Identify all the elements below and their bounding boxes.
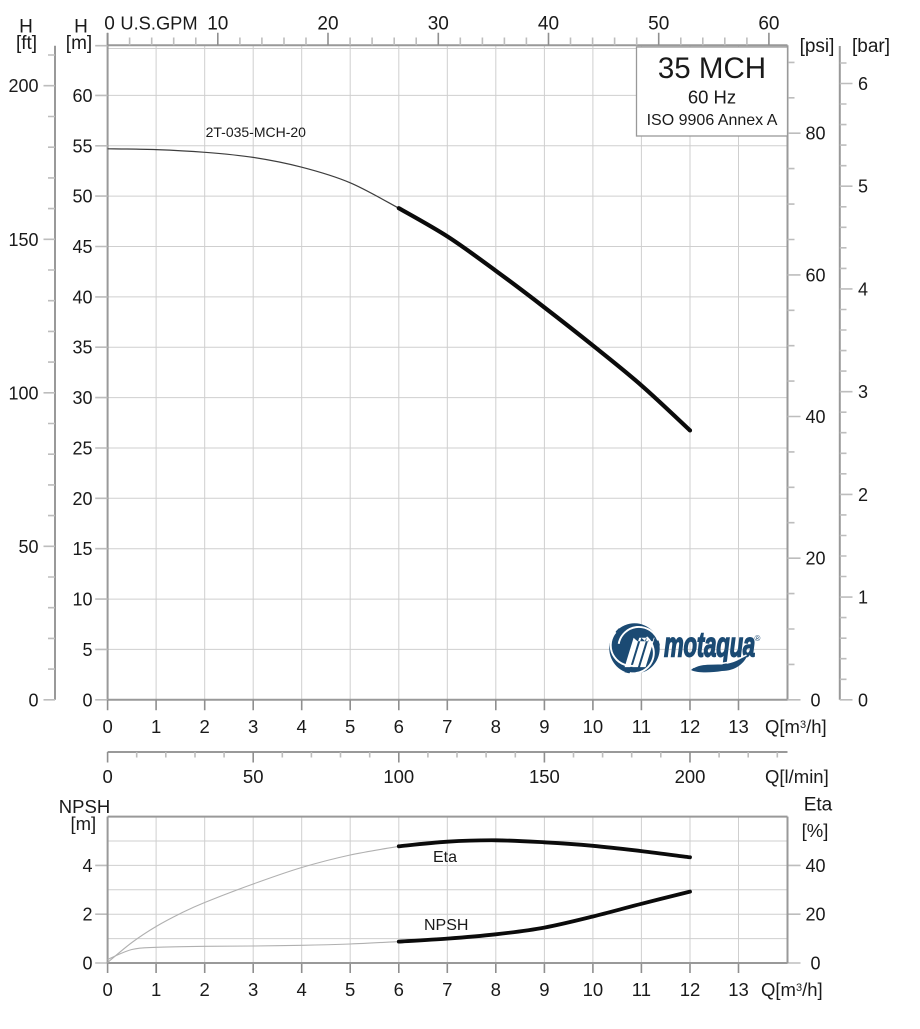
svg-text:2T-035-MCH-20: 2T-035-MCH-20 bbox=[206, 124, 307, 140]
svg-text:0: 0 bbox=[102, 716, 112, 737]
svg-text:4: 4 bbox=[858, 279, 868, 299]
svg-text:U.S.GPM: U.S.GPM bbox=[120, 13, 197, 34]
svg-text:45: 45 bbox=[72, 237, 92, 257]
svg-text:H: H bbox=[74, 17, 88, 38]
svg-text:Eta: Eta bbox=[804, 795, 833, 816]
svg-text:4: 4 bbox=[82, 856, 92, 876]
svg-text:[ft]: [ft] bbox=[16, 33, 37, 54]
svg-text:5: 5 bbox=[345, 716, 355, 737]
svg-text:60: 60 bbox=[758, 14, 779, 35]
svg-text:80: 80 bbox=[805, 124, 825, 144]
svg-text:13: 13 bbox=[728, 716, 749, 737]
svg-text:2: 2 bbox=[200, 716, 210, 737]
svg-text:H: H bbox=[19, 17, 33, 38]
svg-text:12: 12 bbox=[680, 979, 701, 1000]
svg-text:3: 3 bbox=[858, 382, 868, 402]
svg-text:0: 0 bbox=[810, 690, 820, 710]
svg-text:50: 50 bbox=[72, 187, 92, 207]
svg-text:4: 4 bbox=[297, 979, 307, 1000]
svg-text:20: 20 bbox=[805, 549, 825, 569]
svg-text:12: 12 bbox=[680, 716, 701, 737]
svg-text:Q[l/min]: Q[l/min] bbox=[765, 766, 829, 787]
svg-text:40: 40 bbox=[72, 287, 92, 307]
svg-text:3: 3 bbox=[248, 716, 258, 737]
svg-text:30: 30 bbox=[428, 14, 449, 35]
svg-text:25: 25 bbox=[72, 439, 92, 459]
svg-text:60: 60 bbox=[805, 265, 825, 285]
svg-text:2: 2 bbox=[200, 979, 210, 1000]
svg-text:55: 55 bbox=[72, 136, 92, 156]
svg-text:60 Hz: 60 Hz bbox=[688, 87, 736, 108]
svg-text:6: 6 bbox=[858, 74, 868, 94]
svg-text:7: 7 bbox=[442, 979, 452, 1000]
svg-text:0: 0 bbox=[82, 690, 92, 710]
svg-text:6: 6 bbox=[394, 979, 404, 1000]
svg-text:0: 0 bbox=[104, 14, 115, 35]
svg-text:50: 50 bbox=[243, 766, 264, 787]
svg-text:100: 100 bbox=[8, 383, 38, 403]
svg-text:60: 60 bbox=[72, 86, 92, 106]
svg-text:NPSH: NPSH bbox=[424, 917, 468, 934]
svg-text:10: 10 bbox=[583, 979, 604, 1000]
svg-text:150: 150 bbox=[529, 766, 560, 787]
svg-text:20: 20 bbox=[72, 489, 92, 509]
svg-text:200: 200 bbox=[675, 766, 706, 787]
svg-text:3: 3 bbox=[248, 979, 258, 1000]
svg-text:40: 40 bbox=[805, 856, 825, 876]
svg-text:1: 1 bbox=[858, 588, 868, 608]
svg-text:9: 9 bbox=[539, 716, 549, 737]
svg-text:9: 9 bbox=[539, 979, 549, 1000]
svg-text:0: 0 bbox=[102, 766, 112, 787]
svg-text:NPSH: NPSH bbox=[59, 796, 110, 817]
svg-text:8: 8 bbox=[491, 979, 501, 1000]
svg-text:50: 50 bbox=[648, 14, 669, 35]
svg-text:20: 20 bbox=[805, 905, 825, 925]
svg-text:2: 2 bbox=[82, 905, 92, 925]
svg-text:6: 6 bbox=[394, 716, 404, 737]
svg-text:[bar]: [bar] bbox=[852, 36, 890, 57]
svg-text:5: 5 bbox=[858, 177, 868, 197]
svg-text:35 MCH: 35 MCH bbox=[658, 52, 766, 85]
svg-text:5: 5 bbox=[345, 979, 355, 1000]
svg-text:150: 150 bbox=[8, 230, 38, 250]
svg-text:100: 100 bbox=[383, 766, 414, 787]
svg-text:[psi]: [psi] bbox=[800, 36, 835, 57]
svg-text:10: 10 bbox=[72, 590, 92, 610]
svg-text:[m]: [m] bbox=[66, 33, 92, 54]
svg-text:Q[m3/h]: Q[m3/h] bbox=[761, 979, 823, 1000]
svg-text:®: ® bbox=[755, 634, 761, 643]
svg-text:1: 1 bbox=[151, 979, 161, 1000]
svg-text:0: 0 bbox=[858, 690, 868, 710]
svg-text:[%]: [%] bbox=[802, 820, 829, 841]
svg-text:4: 4 bbox=[297, 716, 307, 737]
svg-text:0: 0 bbox=[810, 954, 820, 974]
svg-text:35: 35 bbox=[72, 338, 92, 358]
svg-text:5: 5 bbox=[82, 640, 92, 660]
svg-text:15: 15 bbox=[72, 539, 92, 559]
svg-text:13: 13 bbox=[728, 979, 749, 1000]
svg-text:Eta: Eta bbox=[433, 849, 457, 866]
svg-text:40: 40 bbox=[538, 14, 559, 35]
svg-text:2: 2 bbox=[858, 485, 868, 505]
svg-text:Q[m3/h]: Q[m3/h] bbox=[765, 716, 827, 737]
svg-text:ISO 9906 Annex A: ISO 9906 Annex A bbox=[647, 112, 778, 129]
svg-text:200: 200 bbox=[8, 76, 38, 96]
svg-text:7: 7 bbox=[442, 716, 452, 737]
svg-text:30: 30 bbox=[72, 388, 92, 408]
svg-text:1: 1 bbox=[151, 716, 161, 737]
svg-text:50: 50 bbox=[18, 537, 38, 557]
svg-text:11: 11 bbox=[632, 716, 651, 737]
svg-text:11: 11 bbox=[632, 979, 651, 1000]
svg-text:10: 10 bbox=[583, 716, 604, 737]
svg-text:40: 40 bbox=[805, 407, 825, 427]
svg-text:[m]: [m] bbox=[70, 813, 96, 834]
svg-text:10: 10 bbox=[207, 14, 228, 35]
svg-text:0: 0 bbox=[28, 690, 38, 710]
svg-text:0: 0 bbox=[82, 954, 92, 974]
svg-text:20: 20 bbox=[317, 14, 338, 35]
svg-text:8: 8 bbox=[491, 716, 501, 737]
svg-text:0: 0 bbox=[102, 979, 112, 1000]
